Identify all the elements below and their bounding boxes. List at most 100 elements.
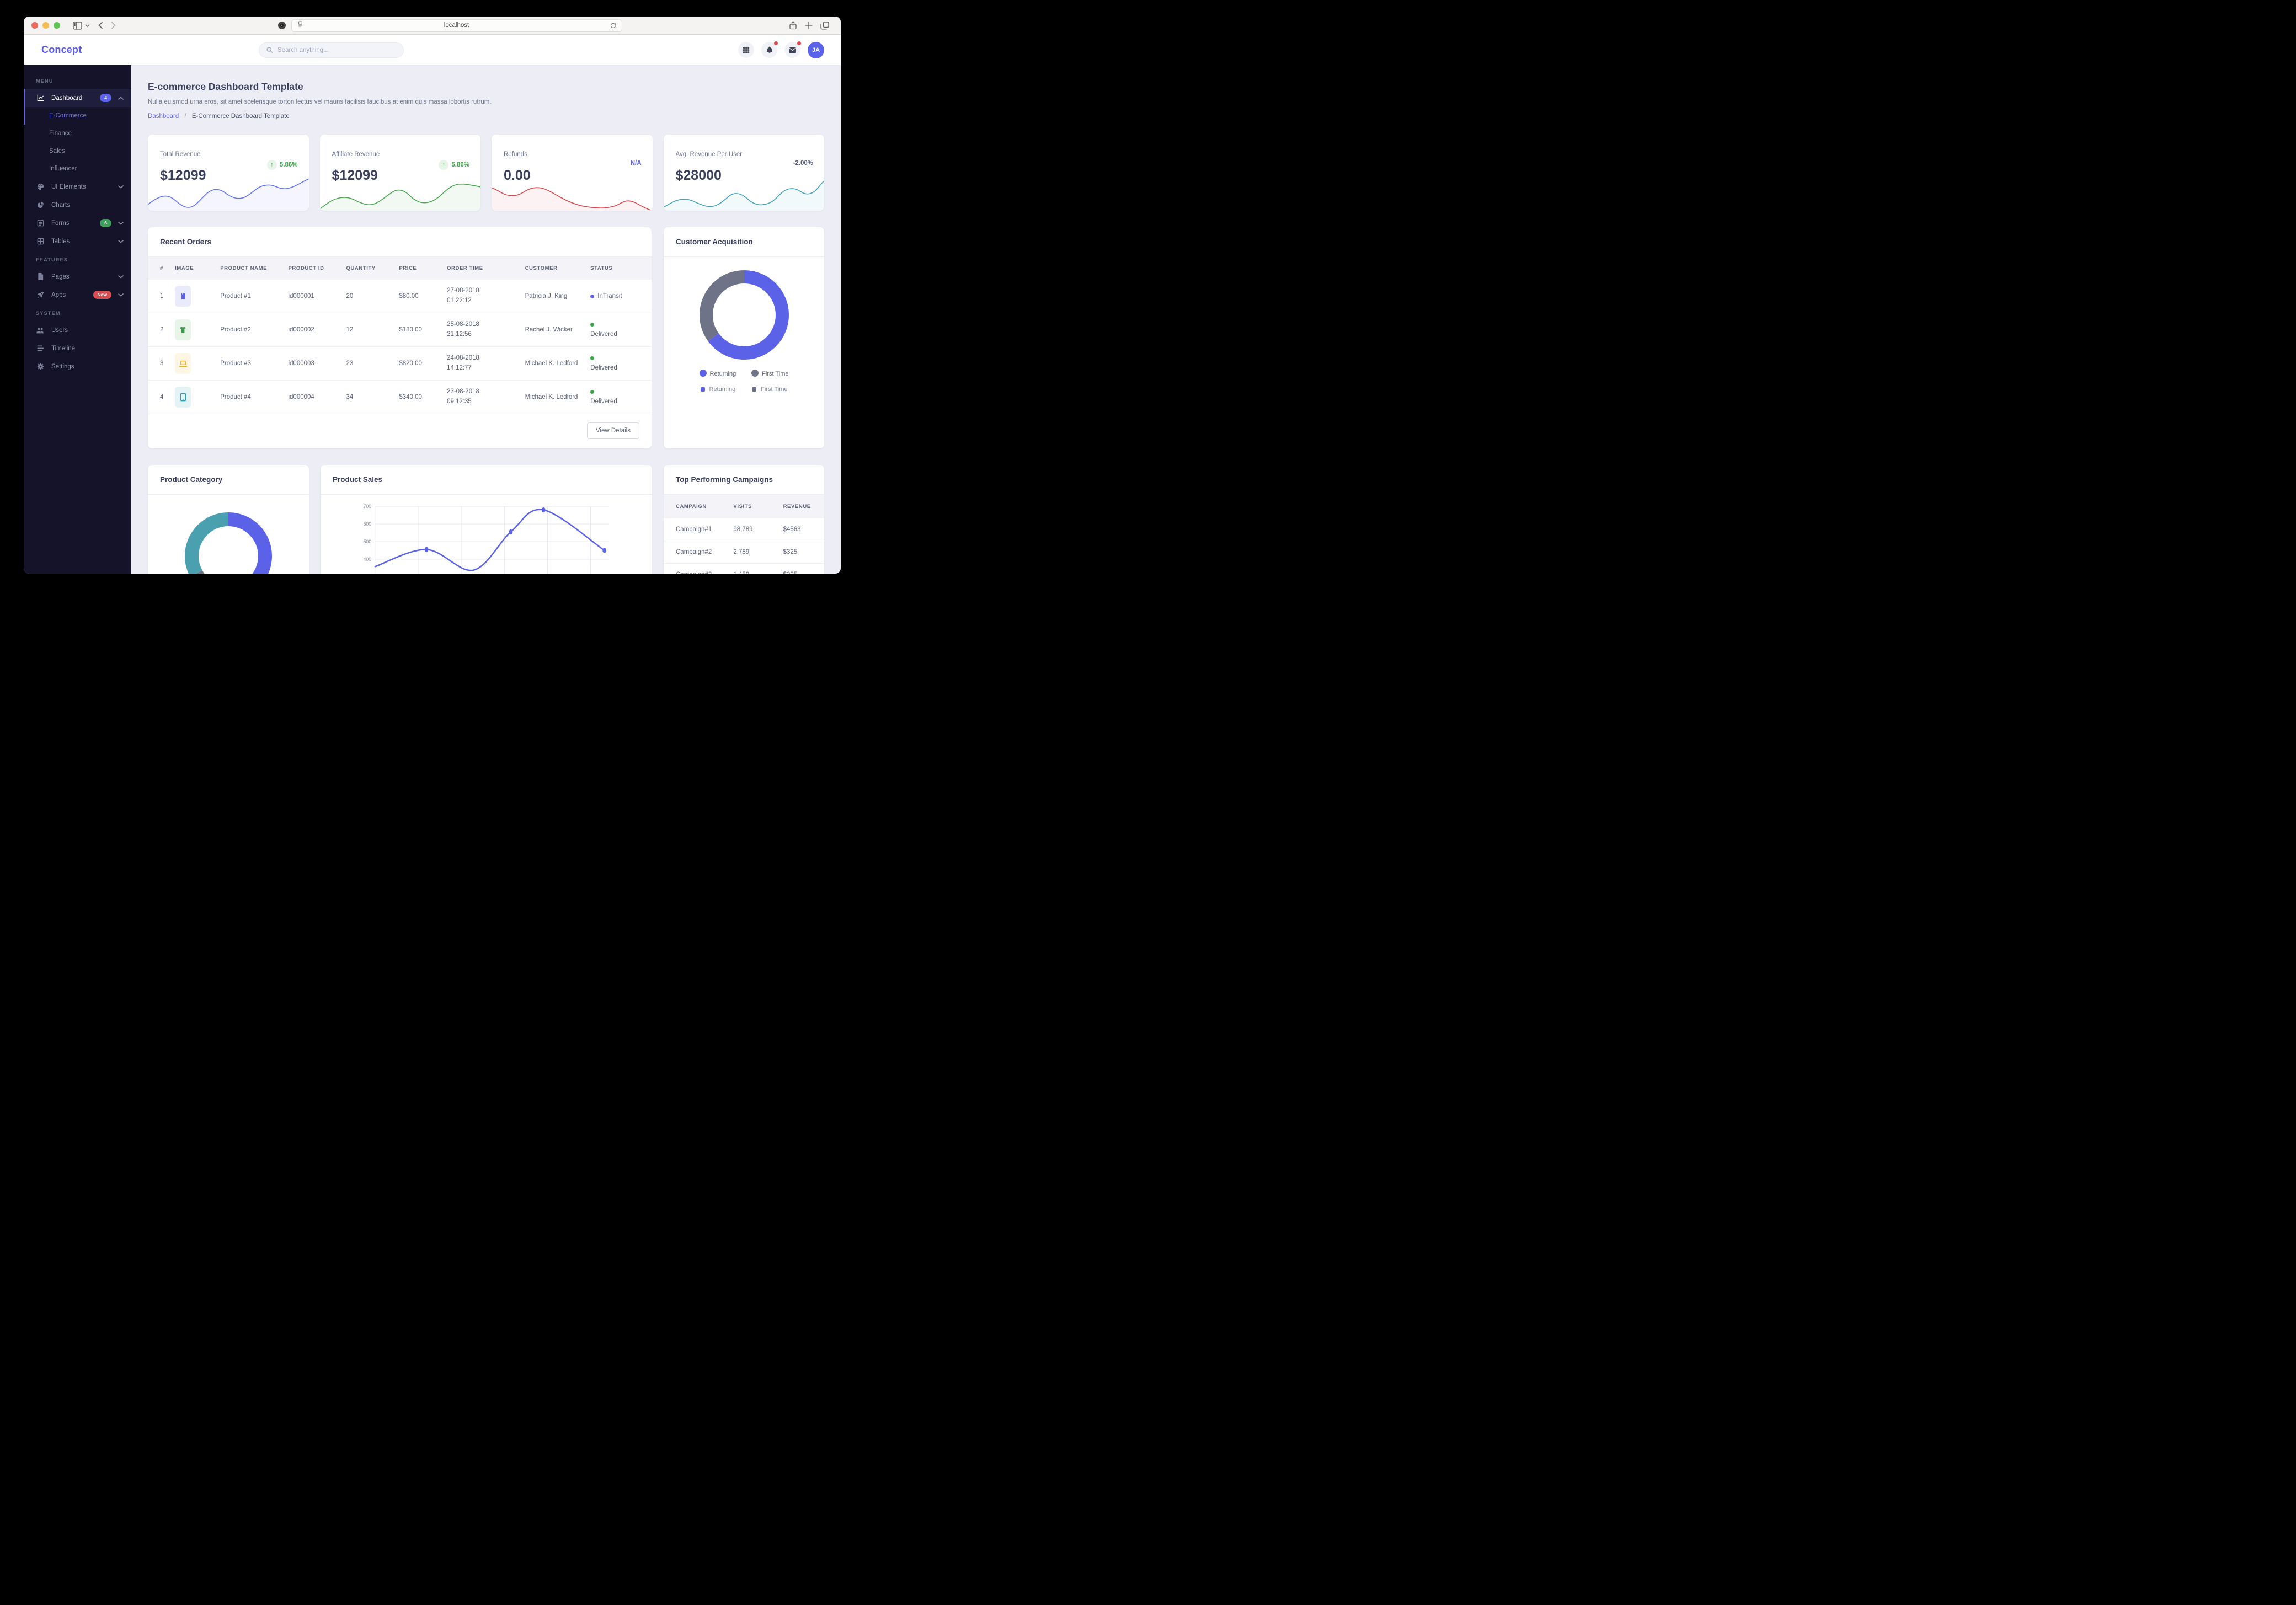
order-num: 4 [148, 380, 171, 414]
sidebar-subitem-influencer[interactable]: Influencer [49, 165, 77, 172]
new-tab-icon[interactable] [805, 22, 813, 29]
order-row[interactable]: 3 Product #3 id000003 23 $820.00 24-08-2… [148, 346, 652, 381]
browser-window: localhost [24, 17, 841, 574]
stat-sparkline [663, 175, 824, 211]
svg-text:500: 500 [363, 539, 371, 544]
sidebar-item-users[interactable]: Users [24, 321, 131, 339]
product-sales-card: Product Sales 700 600 500 400 [321, 465, 652, 574]
order-row[interactable]: 1 Product #1 id000001 20 $80.00 27-08-20… [148, 280, 652, 313]
campaign-name: Campaign#3 [664, 563, 728, 574]
browser-actions [785, 21, 833, 30]
mail-button[interactable] [784, 41, 801, 58]
privacy-shield-icon[interactable] [277, 21, 286, 30]
sidebar-item-dashboard[interactable]: Dashboard 4 [24, 89, 131, 107]
product-category-donut [148, 495, 309, 574]
order-row[interactable]: 4 Product #4 id000004 34 $340.00 23-08-2… [148, 380, 652, 414]
campaign-name: Campaign#1 [664, 518, 728, 541]
sidebar-item-apps[interactable]: Apps New [24, 286, 131, 304]
top-campaigns-card: Top Performing Campaigns CAMPAIGN VISITS R… [664, 465, 824, 574]
zoom-window-icon[interactable] [54, 22, 60, 29]
sidebar-subitem-finance[interactable]: Finance [49, 130, 72, 137]
stat-delta: ↑ 5.86% [266, 160, 298, 170]
bell-button[interactable] [761, 41, 778, 58]
palette-icon [36, 183, 45, 191]
sidebar-item-charts[interactable]: Charts [24, 196, 131, 214]
app-logo[interactable]: Concept [41, 44, 82, 55]
sidebar-toggle-icon[interactable] [73, 21, 82, 30]
sidebar-subitem-sales[interactable]: Sales [49, 148, 65, 154]
status-dot-icon [590, 356, 595, 360]
product-image-tile [175, 353, 191, 374]
avatar[interactable]: JA [808, 41, 824, 58]
main-content: E-commerce Dashboard Template Nulla euis… [131, 65, 841, 574]
laptop-icon [179, 360, 188, 367]
breadcrumb: Dashboard / E-Commerce Dashboard Templat… [148, 113, 824, 120]
page-subtitle: Nulla euismod urna eros, sit amet sceler… [148, 99, 492, 105]
sidebar-item-pages[interactable]: Pages [24, 268, 131, 286]
sidebar-item-ui-elements[interactable]: UI Elements [24, 178, 131, 196]
stat-label: Total Revenue [160, 151, 201, 158]
campaign-row[interactable]: Campaign#2 2,789 $325 [664, 541, 824, 564]
breadcrumb-link[interactable]: Dashboard [148, 113, 179, 120]
legend-item[interactable]: First Time [752, 386, 787, 393]
order-time: 27-08-2018 01:22:12 [442, 280, 521, 313]
legend-item: First Time [751, 370, 788, 377]
orders-column-header: ORDER TIME [442, 257, 521, 280]
recent-orders-table: # IMAGE PRODUCT NAME PRODUCT ID QUANTITY PRIC… [148, 257, 652, 414]
campaign-row[interactable]: Campaign#3 1,459 $225 [664, 563, 824, 574]
stat-label: Avg. Revenue Per User [675, 151, 743, 158]
status-badge: Delivered [590, 356, 647, 371]
order-product-name: Product #2 [216, 313, 284, 347]
sidebar-item-label: Timeline [51, 345, 76, 352]
view-details-button[interactable]: View Details [586, 422, 639, 439]
stat-value: 0.00 [504, 168, 531, 183]
order-product-name: Product #4 [216, 380, 284, 414]
back-icon[interactable] [98, 22, 103, 29]
toolbar-chevron-down-icon[interactable] [85, 24, 90, 28]
grid-icon [743, 46, 750, 54]
sidebar-item-forms[interactable]: Forms 6 [24, 214, 131, 232]
campaign-visits: 98,789 [728, 518, 778, 541]
tab-overview-icon[interactable] [820, 21, 829, 30]
svg-text:400: 400 [363, 557, 371, 562]
sidebar-item-label: Forms [51, 220, 70, 227]
mail-icon [788, 47, 797, 54]
stat-value: $12099 [332, 168, 378, 183]
stat-sparkline [492, 175, 653, 211]
sidebar-section-label: MENU [36, 78, 54, 84]
legend-item[interactable]: Returning [700, 386, 735, 393]
sidebar-item-settings[interactable]: Settings [24, 357, 131, 376]
sidebar-item-timeline[interactable]: Timeline [24, 339, 131, 357]
grid-button[interactable] [738, 42, 754, 58]
gear-icon [36, 362, 45, 371]
reader-page-icon[interactable] [297, 20, 304, 30]
order-row[interactable]: 2 Product #2 id000002 12 $180.00 25-08-2… [148, 313, 652, 347]
app-header: Concept JA [24, 35, 841, 65]
product-sales-line-chart: 700 600 500 400 [363, 504, 610, 574]
traffic-lights [31, 22, 60, 29]
search-input[interactable] [277, 46, 397, 54]
sidebar-item-label: Charts [51, 201, 70, 208]
close-window-icon[interactable] [31, 22, 38, 29]
reload-icon[interactable] [610, 22, 617, 29]
campaign-row[interactable]: Campaign#1 98,789 $4563 [664, 518, 824, 541]
order-customer: Rachel J. Wicker [520, 313, 586, 347]
stat-card-refunds: Refunds N/A 0.00 [492, 135, 653, 211]
address-bar[interactable]: localhost [291, 19, 622, 32]
sidebar-badge: 4 [100, 94, 111, 102]
up-arrow-icon: ↑ [266, 160, 277, 170]
sidebar-item-tables[interactable]: Tables [24, 232, 131, 250]
chevron-down-icon [118, 221, 124, 225]
order-num: 2 [148, 313, 171, 347]
product-category-card: Product Category [148, 465, 309, 574]
minimize-window-icon[interactable] [42, 22, 49, 29]
form-icon [36, 219, 45, 227]
campaigns-column-header: VISITS [728, 495, 778, 518]
sidebar-item-label: Tables [51, 238, 70, 245]
orders-column-header: CUSTOMER [520, 257, 586, 280]
share-icon[interactable] [789, 21, 797, 30]
legend-circle-icon [699, 370, 707, 377]
order-num: 1 [148, 280, 171, 313]
forward-icon[interactable] [111, 22, 116, 29]
sidebar-subitem-e-commerce[interactable]: E-Commerce [24, 107, 131, 125]
